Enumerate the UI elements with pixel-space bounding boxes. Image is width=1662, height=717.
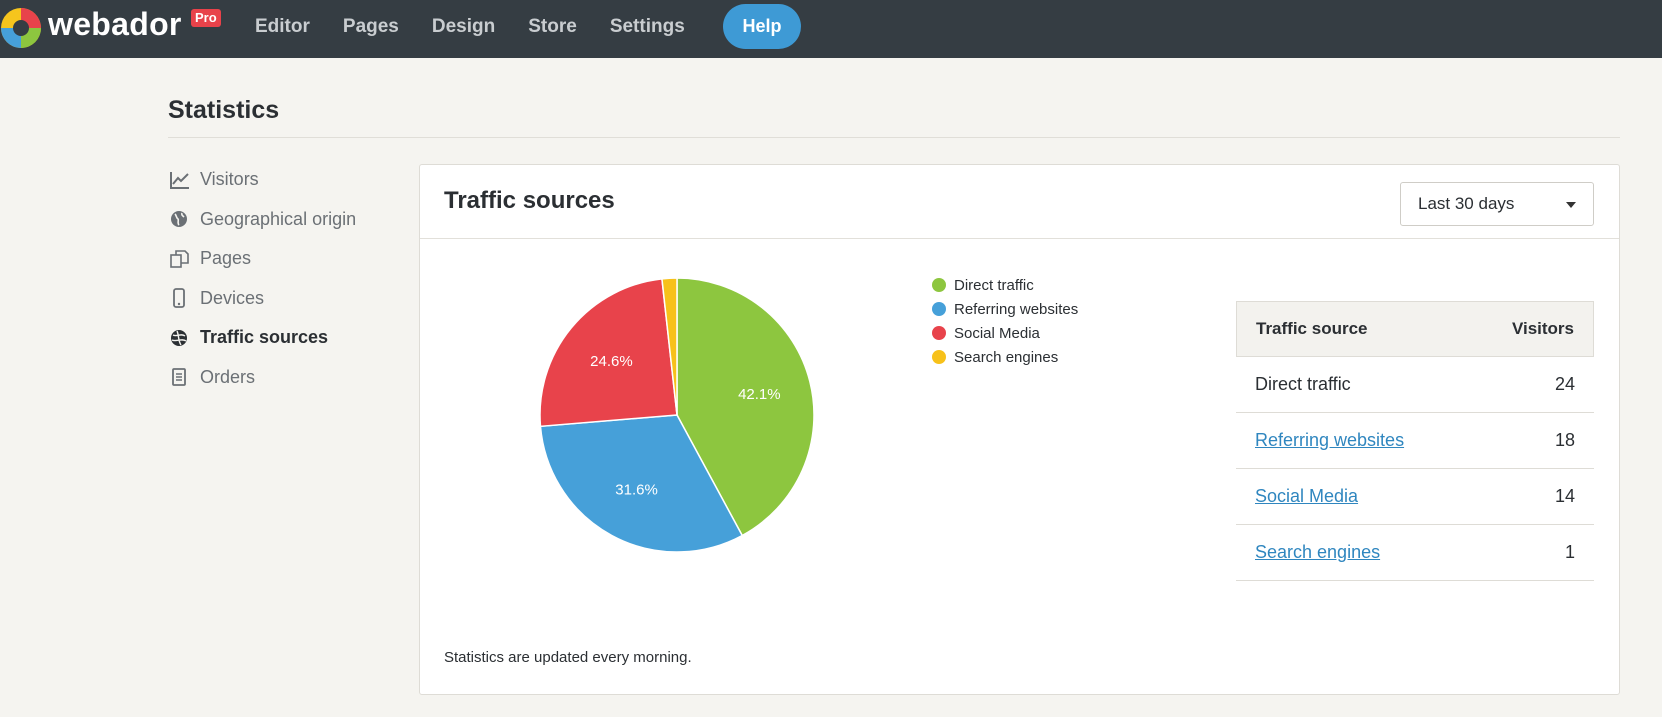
line-chart-icon <box>170 170 194 190</box>
row-source-link[interactable]: Search engines <box>1255 542 1381 562</box>
legend-swatch <box>932 302 946 316</box>
logo[interactable]: webador Pro <box>0 3 221 53</box>
table-row: Search engines 1 <box>1236 525 1594 581</box>
sidebar-item-traffic-sources[interactable]: Traffic sources <box>170 318 410 358</box>
help-button[interactable]: Help <box>723 4 801 49</box>
sidebar-item-orders[interactable]: Orders <box>170 358 410 398</box>
row-visitors: 1 <box>1564 542 1575 562</box>
row-source-link[interactable]: Referring websites <box>1255 430 1405 450</box>
card-header: Traffic sources Last 30 days <box>420 165 1619 239</box>
table-header: Traffic source Visitors <box>1236 301 1594 357</box>
card-title: Traffic sources <box>444 187 615 214</box>
table-row: Direct traffic 24 <box>1236 357 1594 413</box>
nav-editor[interactable]: Editor <box>255 16 310 37</box>
sidebar-item-label: Geographical origin <box>200 208 357 229</box>
row-visitors: 18 <box>1554 430 1575 450</box>
webador-logo-icon <box>1 8 41 48</box>
sidebar-item-label: Visitors <box>200 169 259 190</box>
legend-item-search-engines[interactable]: Search engines <box>932 345 1078 369</box>
legend-item-direct-traffic[interactable]: Direct traffic <box>932 273 1078 297</box>
row-source-link[interactable]: Social Media <box>1255 486 1359 506</box>
main-nav: Editor Pages Design Store Settings <box>255 0 718 54</box>
sidebar-item-label: Devices <box>200 287 265 308</box>
sidebar-item-label: Traffic sources <box>200 327 329 348</box>
caret-down-icon <box>1566 202 1576 208</box>
legend-item-referring-websites[interactable]: Referring websites <box>932 297 1078 321</box>
legend-label: Referring websites <box>954 300 1079 318</box>
page-title: Statistics <box>168 96 280 124</box>
receipt-icon <box>170 367 194 387</box>
legend-label: Social Media <box>954 324 1040 342</box>
traffic-icon <box>170 328 194 348</box>
legend-label: Direct traffic <box>954 276 1034 294</box>
stats-sidebar: Visitors Geographical origin Pages Devic… <box>170 160 410 397</box>
legend-swatch <box>932 278 946 292</box>
top-bar: webador Pro Editor Pages Design Store Se… <box>0 0 1662 58</box>
sidebar-item-label: Pages <box>200 248 252 269</box>
row-source: Direct traffic <box>1255 374 1351 394</box>
pie-slice-referring-websites[interactable] <box>539 414 744 553</box>
pie-slice-direct-traffic[interactable] <box>676 277 815 537</box>
pie-slice-search-engines[interactable] <box>661 277 678 416</box>
sidebar-item-label: Orders <box>200 366 256 387</box>
legend-swatch <box>932 350 946 364</box>
title-divider <box>168 137 1620 138</box>
logo-text: webador <box>48 6 182 42</box>
date-range-value: Last 30 days <box>1418 194 1515 213</box>
sidebar-item-devices[interactable]: Devices <box>170 279 410 319</box>
pages-icon <box>170 249 194 269</box>
row-visitors: 14 <box>1554 486 1575 506</box>
traffic-sources-card: Traffic sources Last 30 days 42.1% 31.6% 2… <box>419 164 1620 695</box>
nav-settings[interactable]: Settings <box>609 16 685 37</box>
mobile-icon <box>170 288 194 309</box>
sidebar-item-visitors[interactable]: Visitors <box>170 160 410 200</box>
globe-icon <box>170 209 194 229</box>
nav-store[interactable]: Store <box>528 16 577 37</box>
legend-item-social-media[interactable]: Social Media <box>932 321 1078 345</box>
legend-swatch <box>932 326 946 340</box>
pie-data-label: 31.6% <box>615 482 658 499</box>
sidebar-item-pages[interactable]: Pages <box>170 239 410 279</box>
row-visitors: 24 <box>1554 374 1575 394</box>
column-header-source: Traffic source <box>1256 319 1368 338</box>
table-row: Social Media 14 <box>1236 469 1594 525</box>
pie-slice-social-media[interactable] <box>539 278 678 428</box>
sidebar-item-geographical-origin[interactable]: Geographical origin <box>170 200 410 240</box>
pie-data-label: 42.1% <box>738 386 781 403</box>
table-row: Referring websites 18 <box>1236 413 1594 469</box>
column-header-visitors: Visitors <box>1511 319 1574 338</box>
pie-chart: 42.1% 31.6% 24.6% <box>539 277 815 553</box>
update-footnote: Statistics are updated every morning. <box>444 649 692 666</box>
chart-legend: Direct traffic Referring websites Social… <box>932 273 1078 369</box>
traffic-table: Traffic source Visitors Direct traffic 2… <box>1236 301 1594 581</box>
nav-design[interactable]: Design <box>431 16 496 37</box>
legend-label: Search engines <box>954 348 1059 366</box>
pie-data-label: 24.6% <box>590 353 633 370</box>
nav-pages[interactable]: Pages <box>342 16 399 37</box>
pie-chart-area: 42.1% 31.6% 24.6% <box>420 239 1621 639</box>
pro-badge: Pro <box>191 9 221 27</box>
date-range-select[interactable]: Last 30 days <box>1400 182 1594 226</box>
